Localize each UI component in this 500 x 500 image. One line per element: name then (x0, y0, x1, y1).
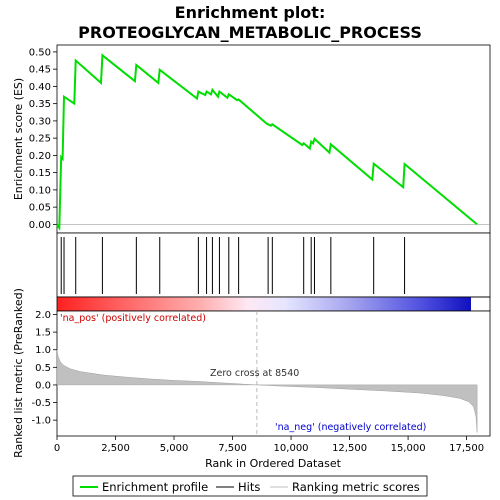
xlabel: Rank in Ordered Dataset (205, 457, 342, 470)
enrichment-profile-line (56, 53, 478, 231)
es-ytick-label: 0.25 (29, 134, 51, 145)
es-ytick-label: 0.05 (29, 203, 51, 214)
metric-ytick-label: 0.5 (35, 363, 51, 374)
es-ytick-label: 0.15 (29, 168, 51, 179)
es-ytick-label: 0.40 (29, 82, 51, 93)
xtick-label: 0 (54, 443, 60, 454)
xtick-label: 12,500 (332, 443, 367, 454)
metric-ytick-label: 1.0 (35, 345, 51, 356)
legend-enrichment-label: Enrichment profile (102, 480, 208, 494)
metric-ytick-label: 1.5 (35, 328, 51, 339)
chart-title-line1: Enrichment plot: (175, 3, 326, 22)
rank-color-bar (57, 297, 471, 311)
hits-panel-frame (56, 232, 491, 298)
es-ytick-label: 0.50 (29, 47, 51, 58)
es-ytick-label: 0.20 (29, 151, 51, 162)
legend-hits-label: Hits (238, 480, 260, 494)
ranking-metric-area (56, 349, 478, 433)
neg-label: 'na_neg' (negatively correlated) (275, 422, 426, 433)
metric-ytick-label: 2.0 (35, 310, 51, 321)
metric-panel-frame (56, 310, 491, 437)
legend-box (72, 475, 428, 497)
xtick-label: 15,000 (391, 443, 426, 454)
xtick-label: 10,000 (274, 443, 309, 454)
es-ytick-label: 0.00 (29, 220, 51, 231)
legend-metric-label: Ranking metric scores (292, 480, 420, 494)
xtick-label: 5,000 (160, 443, 189, 454)
es-ylabel: Enrichment score (ES) (12, 78, 25, 200)
es-ytick-label: 0.45 (29, 65, 51, 76)
es-ytick-label: 0.35 (29, 99, 51, 110)
metric-ytick-label: 0.0 (35, 380, 51, 391)
xtick-label: 7,500 (218, 443, 247, 454)
es-panel-frame (56, 44, 491, 234)
pos-label: 'na_pos' (positively correlated) (60, 313, 206, 324)
es-ytick-label: 0.30 (29, 116, 51, 127)
metric-ytick-label: -0.5 (31, 398, 51, 409)
xtick-label: 17,500 (449, 443, 484, 454)
metric-ytick-label: -1.0 (31, 416, 51, 427)
chart-title-line2: PROTEOGLYCAN_METABOLIC_PROCESS (78, 23, 422, 42)
zero-cross-label: Zero cross at 8540 (210, 368, 299, 379)
metric-ylabel: Ranked list metric (PreRanked) (12, 288, 25, 458)
es-ytick-label: 0.10 (29, 185, 51, 196)
xtick-label: 2,500 (101, 443, 130, 454)
